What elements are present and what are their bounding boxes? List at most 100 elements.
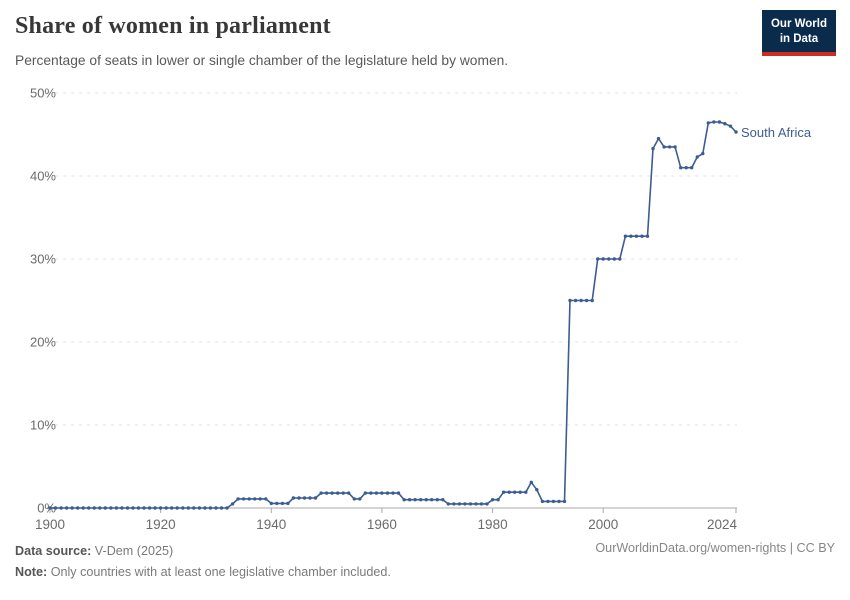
data-point[interactable] [214, 506, 218, 510]
data-point[interactable] [723, 122, 727, 126]
data-point[interactable] [667, 145, 672, 149]
data-point[interactable] [175, 506, 179, 510]
data-point[interactable] [557, 499, 561, 504]
data-point[interactable] [369, 491, 373, 495]
data-point[interactable] [656, 136, 661, 141]
footer-link-license[interactable]: OurWorldinData.org/women-rights | CC BY [595, 541, 835, 555]
data-point[interactable] [463, 502, 467, 506]
data-point[interactable] [430, 498, 434, 502]
data-point[interactable] [452, 502, 456, 506]
data-point[interactable] [468, 502, 473, 506]
data-point[interactable] [208, 506, 213, 510]
data-point[interactable] [385, 491, 390, 495]
data-point[interactable] [396, 491, 401, 495]
data-point[interactable] [712, 120, 716, 124]
data-point[interactable] [170, 506, 174, 510]
data-point[interactable] [64, 506, 69, 510]
data-point[interactable] [341, 491, 345, 495]
data-point[interactable] [513, 490, 517, 494]
data-point[interactable] [48, 506, 52, 510]
data-point[interactable] [131, 506, 135, 510]
data-point[interactable] [219, 506, 224, 510]
data-point[interactable] [363, 491, 367, 495]
data-point[interactable] [258, 497, 262, 501]
data-point[interactable] [535, 488, 539, 492]
data-point[interactable] [87, 506, 91, 510]
data-point[interactable] [225, 506, 229, 510]
data-point[interactable] [103, 506, 108, 510]
data-point[interactable] [584, 298, 589, 303]
data-point[interactable] [490, 498, 495, 502]
data-point[interactable] [347, 491, 351, 495]
data-point[interactable] [330, 491, 334, 495]
data-point[interactable] [568, 298, 572, 303]
data-point[interactable] [695, 155, 699, 159]
data-point[interactable] [501, 490, 506, 494]
data-point[interactable] [706, 121, 710, 125]
data-point[interactable] [679, 166, 683, 170]
data-point[interactable] [690, 166, 694, 170]
data-point[interactable] [247, 497, 251, 501]
data-point[interactable] [147, 506, 152, 510]
data-point[interactable] [109, 506, 113, 510]
data-point[interactable] [114, 506, 119, 510]
data-point[interactable] [407, 498, 412, 502]
data-point[interactable] [645, 234, 650, 238]
data-point[interactable] [136, 506, 141, 510]
data-point[interactable] [413, 498, 417, 502]
data-point[interactable] [374, 491, 379, 495]
data-point[interactable] [253, 497, 257, 501]
data-point[interactable] [186, 506, 190, 510]
owid-logo[interactable]: Our World in Data [761, 10, 836, 56]
data-point[interactable] [203, 506, 207, 510]
data-point[interactable] [313, 496, 318, 500]
data-point[interactable] [142, 506, 146, 510]
data-point[interactable] [728, 124, 733, 128]
data-point[interactable] [230, 502, 235, 506]
data-point[interactable] [551, 499, 556, 504]
data-point[interactable] [634, 234, 639, 238]
data-point[interactable] [601, 257, 605, 261]
data-point[interactable] [596, 257, 600, 261]
data-point[interactable] [618, 257, 622, 261]
data-point[interactable] [540, 499, 545, 504]
data-point[interactable] [236, 497, 240, 501]
data-point[interactable] [391, 491, 395, 495]
data-point[interactable] [518, 490, 522, 494]
data-point[interactable] [53, 506, 58, 510]
data-point[interactable] [529, 480, 533, 484]
data-point[interactable] [98, 506, 102, 510]
data-point[interactable] [573, 298, 578, 303]
data-point[interactable] [446, 502, 450, 506]
data-point[interactable] [92, 506, 97, 510]
data-point[interactable] [640, 234, 644, 238]
data-line-south-africa[interactable] [49, 121, 737, 509]
data-point[interactable] [120, 506, 124, 510]
data-point[interactable] [70, 506, 74, 510]
data-point[interactable] [302, 496, 307, 500]
data-point[interactable] [579, 298, 583, 303]
data-point[interactable] [181, 506, 185, 510]
data-point[interactable] [651, 146, 655, 151]
data-point[interactable] [402, 498, 406, 502]
data-point[interactable] [474, 502, 478, 506]
data-point[interactable] [286, 501, 290, 506]
data-point[interactable] [197, 506, 202, 510]
data-point[interactable] [441, 498, 445, 502]
data-point[interactable] [734, 130, 738, 134]
data-point[interactable] [435, 498, 439, 502]
data-point[interactable] [81, 506, 85, 510]
data-point[interactable] [291, 496, 296, 500]
data-point[interactable] [319, 491, 323, 495]
data-point[interactable] [457, 502, 462, 506]
data-point[interactable] [546, 499, 550, 504]
data-point[interactable] [623, 234, 628, 238]
data-point[interactable] [662, 145, 666, 149]
data-point[interactable] [701, 151, 705, 156]
data-point[interactable] [125, 506, 130, 510]
data-point[interactable] [673, 145, 677, 149]
data-point[interactable] [269, 501, 273, 506]
data-point[interactable] [684, 166, 688, 170]
data-point[interactable] [158, 506, 163, 510]
data-point[interactable] [192, 506, 196, 510]
